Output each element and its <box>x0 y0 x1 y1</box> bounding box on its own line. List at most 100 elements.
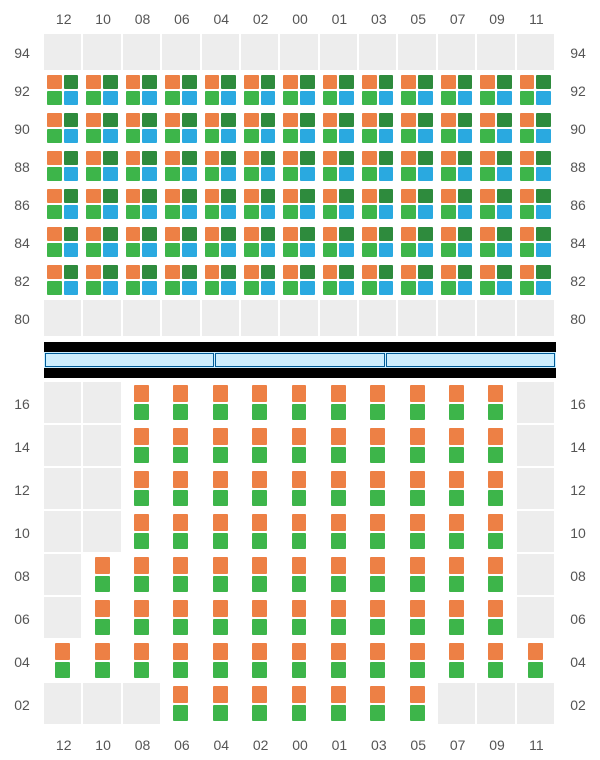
module-4 <box>83 224 120 260</box>
green-icon <box>205 91 220 105</box>
green-icon <box>95 576 110 593</box>
dark_green-icon <box>103 227 118 241</box>
orange-icon <box>362 151 377 165</box>
grid-cell <box>241 34 280 72</box>
blue-icon <box>64 243 79 257</box>
grid-cell <box>398 511 437 554</box>
grid-cell <box>280 300 319 338</box>
green-icon <box>488 447 503 464</box>
grid-cell <box>202 300 241 338</box>
axis-label: 02 <box>0 683 44 726</box>
grid-cell <box>477 683 516 726</box>
grid-cell <box>241 511 280 554</box>
blue-icon <box>536 91 551 105</box>
green-icon <box>252 404 267 421</box>
grid-cell <box>83 34 122 72</box>
dark_green-icon <box>418 151 433 165</box>
dark_green-icon <box>261 113 276 127</box>
green-icon <box>165 167 180 181</box>
orange-icon <box>449 385 464 402</box>
grid-cell <box>44 468 83 511</box>
grid-cell <box>477 110 516 148</box>
grid-cell <box>162 382 201 425</box>
blue-icon <box>103 167 118 181</box>
orange-icon <box>441 75 456 89</box>
orange-icon <box>205 265 220 279</box>
grid-cell <box>477 640 516 683</box>
orange-icon <box>323 189 338 203</box>
blue-icon <box>182 243 197 257</box>
module-2 <box>123 640 160 681</box>
row-labels-right-upper: 9492908886848280 <box>556 34 600 338</box>
module-4 <box>44 224 81 260</box>
module-2 <box>320 382 357 423</box>
module-4 <box>83 72 120 108</box>
grid-cell <box>241 72 280 110</box>
dark_green-icon <box>418 75 433 89</box>
green-icon <box>134 404 149 421</box>
grid-cell <box>398 640 437 683</box>
module-4 <box>320 72 357 108</box>
module-4 <box>320 110 357 146</box>
dark_green-icon <box>536 265 551 279</box>
grid-cell <box>44 511 83 554</box>
grid-cell <box>280 468 319 511</box>
green-icon <box>362 205 377 219</box>
grid-cell <box>202 425 241 468</box>
grid-cell <box>202 148 241 186</box>
green-icon <box>370 404 385 421</box>
green-icon <box>480 129 495 143</box>
axis-label: 12 <box>0 468 44 511</box>
grid-cell <box>123 511 162 554</box>
grid-cell <box>241 597 280 640</box>
green-icon <box>47 281 62 295</box>
axis-label: 88 <box>556 148 600 186</box>
grid-cell <box>241 683 280 726</box>
grid-cell <box>202 72 241 110</box>
green-icon <box>410 490 425 507</box>
green-icon <box>362 167 377 181</box>
axis-label: 02 <box>241 734 280 756</box>
green-icon <box>362 281 377 295</box>
dark_green-icon <box>339 265 354 279</box>
dark_green-icon <box>497 265 512 279</box>
dark_green-icon <box>142 113 157 127</box>
blue-icon <box>182 167 197 181</box>
blue-icon <box>418 205 433 219</box>
module-2 <box>477 468 514 509</box>
module-2 <box>202 554 239 595</box>
grid-cell <box>477 425 516 468</box>
green-icon <box>480 205 495 219</box>
module-2 <box>398 640 435 681</box>
dark_green-icon <box>142 227 157 241</box>
dark_green-icon <box>103 113 118 127</box>
green-icon <box>520 167 535 181</box>
orange-icon <box>252 686 267 703</box>
green-icon <box>520 205 535 219</box>
green-icon <box>244 205 259 219</box>
orange-icon <box>47 227 62 241</box>
axis-label: 10 <box>83 8 122 30</box>
grid-cell <box>359 72 398 110</box>
module-2 <box>477 597 514 638</box>
grid-cell <box>359 382 398 425</box>
module-4 <box>202 186 239 222</box>
module-2 <box>123 597 160 638</box>
row-labels-left-upper: 9492908886848280 <box>0 34 44 338</box>
orange-icon <box>252 514 267 531</box>
grid-cell <box>438 148 477 186</box>
grid-cell <box>162 72 201 110</box>
blue-icon <box>497 91 512 105</box>
grid-cell <box>241 262 280 300</box>
grid-cell <box>123 148 162 186</box>
axis-label: 16 <box>556 382 600 425</box>
grid-cell <box>320 382 359 425</box>
grid-cell <box>280 34 319 72</box>
grid-cell <box>359 425 398 468</box>
green-icon <box>213 490 228 507</box>
grid-cell <box>359 640 398 683</box>
grid-cell <box>359 110 398 148</box>
grid-cell <box>398 300 437 338</box>
dark_green-icon <box>64 265 79 279</box>
module-2 <box>517 640 554 681</box>
